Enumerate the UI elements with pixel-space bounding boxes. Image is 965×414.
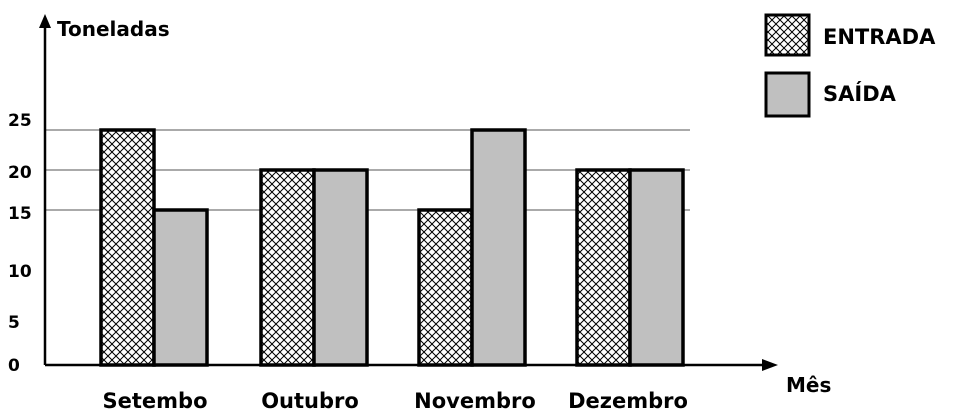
- legend-label-saida: SAÍDA: [823, 81, 897, 106]
- category-label: Outubro: [261, 389, 359, 413]
- category-labels: Setembo Outubro Novembro Dezembro: [103, 389, 688, 413]
- y-axis-arrow: [39, 14, 51, 28]
- bar-entrada-novembro: [417, 208, 474, 367]
- category-label: Dezembro: [568, 389, 688, 413]
- x-axis-arrow: [762, 359, 778, 371]
- y-tick-label: 5: [8, 313, 20, 333]
- bar-entrada-setembo: [99, 128, 156, 367]
- y-tick-label: 10: [8, 262, 32, 282]
- legend-swatch-entrada: [764, 13, 811, 57]
- y-tick-label: 0: [8, 356, 20, 376]
- bar-sada-setembo: [152, 208, 209, 367]
- legend: ENTRADA SAÍDA: [764, 13, 936, 118]
- y-tick-label: 25: [8, 111, 32, 131]
- bar-sada-dezembro: [628, 168, 685, 367]
- y-axis-title: Toneladas: [57, 17, 170, 41]
- bars: [99, 128, 685, 367]
- bar-entrada-dezembro: [575, 168, 632, 367]
- bar-sada-outubro: [312, 168, 369, 367]
- bar-entrada-outubro: [259, 168, 316, 367]
- y-tick-label: 15: [8, 204, 32, 224]
- bar-sada-novembro: [470, 128, 527, 367]
- x-axis-title: Mês: [786, 373, 831, 397]
- category-label: Setembo: [103, 389, 208, 413]
- category-label: Novembro: [414, 389, 536, 413]
- legend-label-entrada: ENTRADA: [823, 25, 936, 49]
- y-tick-labels: 0 5 10 15 20 25: [8, 111, 32, 376]
- y-tick-label: 20: [8, 163, 32, 183]
- legend-swatch-saida: [764, 71, 811, 118]
